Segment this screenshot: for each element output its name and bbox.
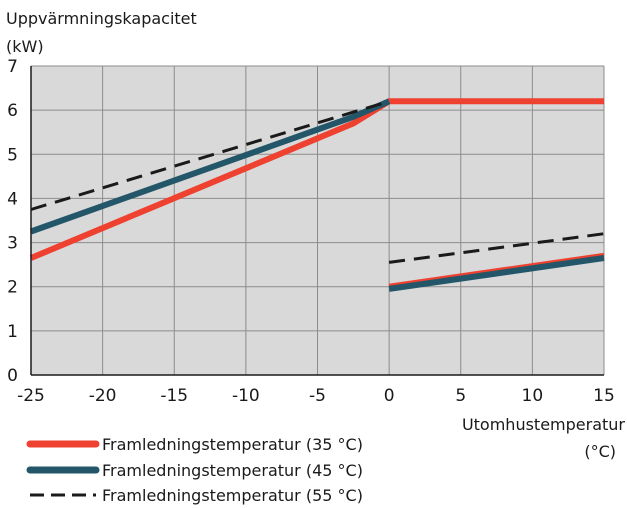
- x-tick-labels: -25 -20 -15 -10 -5 0 5 10 15: [17, 386, 615, 406]
- x-tick-label: -15: [160, 386, 188, 406]
- y-axis-label: Uppvärmningskapacitet: [6, 9, 197, 28]
- x-tick-label: -5: [309, 386, 326, 406]
- x-tick-label: 15: [593, 386, 615, 406]
- y-tick-labels: 0 1 2 3 4 5 6 7: [7, 57, 18, 386]
- y-axis-unit-label: (kW): [6, 37, 44, 56]
- legend-item-3: Framledningstemperatur (55 °C): [30, 486, 363, 505]
- series-line-3-segment-1: [30, 99, 390, 211]
- y-tick-label: 0: [7, 366, 18, 386]
- x-tick-label: 0: [384, 386, 395, 406]
- y-tick-label: 6: [7, 101, 18, 121]
- legend-label: Framledningstemperatur (55 °C): [102, 486, 363, 505]
- x-tick-label: 10: [522, 386, 544, 406]
- y-tick-label: 1: [7, 322, 18, 342]
- x-axis-label: Utomhustemperatur: [462, 415, 625, 434]
- series-line-2-segment-2: [388, 255, 605, 292]
- y-tick-label: 4: [7, 189, 18, 209]
- legend-label: Framledningstemperatur (45 °C): [102, 461, 363, 480]
- legend-label: Framledningstemperatur (35 °C): [102, 435, 363, 454]
- x-axis-unit-label: (°C): [584, 442, 616, 461]
- legend: Framledningstemperatur (35 °C) Framlednin…: [26, 435, 363, 505]
- x-tick-label: -20: [89, 386, 117, 406]
- legend-item-2: Framledningstemperatur (45 °C): [26, 461, 363, 480]
- series-3: [30, 99, 605, 264]
- y-tick-label: 5: [7, 145, 18, 165]
- series-layer: [29, 98, 605, 292]
- x-tick-label: -10: [232, 386, 260, 406]
- series-line-1-segment-1: [29, 98, 604, 261]
- x-tick-label: 5: [455, 386, 466, 406]
- y-tick-label: 3: [7, 234, 18, 254]
- legend-item-1: Framledningstemperatur (35 °C): [26, 435, 363, 454]
- x-tick-label: -25: [17, 386, 45, 406]
- y-tick-label: 7: [7, 57, 18, 77]
- axes: [30, 66, 604, 376]
- y-tick-label: 2: [7, 278, 18, 298]
- series-line-3-segment-2: [388, 232, 605, 264]
